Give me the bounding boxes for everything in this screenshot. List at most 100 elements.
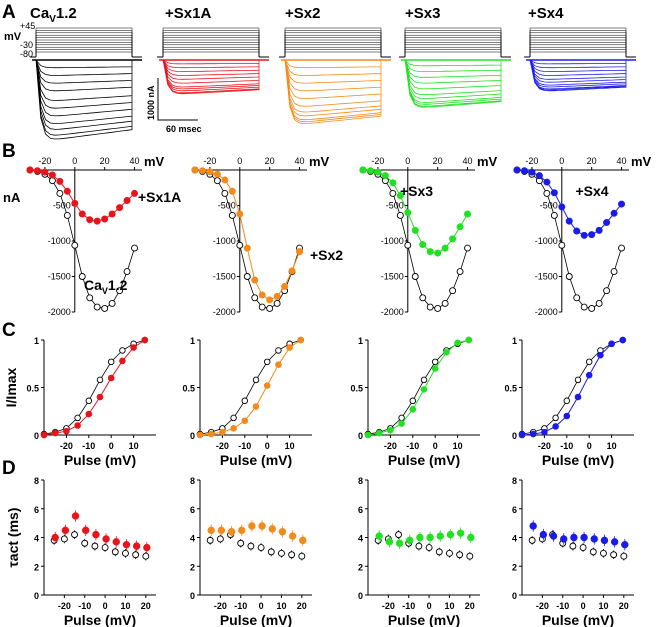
- y-tick-label: 0: [190, 431, 195, 441]
- x-tick-label: 20: [100, 156, 110, 166]
- series-point: [595, 226, 603, 234]
- control-point: [404, 241, 412, 249]
- x-tick-label: -20: [60, 441, 73, 451]
- x-tick-label: -20: [214, 601, 227, 611]
- series-point: [597, 351, 604, 359]
- control-point: [595, 300, 603, 307]
- y-tick-label: 6: [358, 505, 363, 515]
- y-tick-label: 0: [358, 591, 363, 601]
- series-point: [228, 187, 236, 195]
- series-point: [221, 176, 229, 184]
- control-point: [60, 535, 68, 543]
- series-point: [241, 417, 249, 425]
- control-point: [389, 189, 397, 197]
- x-axis-label: Pulse (mV): [220, 612, 292, 627]
- trace-title-sx4: +Sx4: [528, 5, 564, 22]
- y-tick-label: -500: [53, 201, 71, 211]
- control-point: [449, 287, 457, 295]
- y-tick-label: 2: [358, 562, 363, 572]
- series-point: [243, 244, 251, 252]
- control-point: [456, 551, 464, 559]
- series-point: [119, 357, 126, 365]
- series-point: [273, 292, 281, 300]
- series-point: [395, 539, 404, 547]
- control-point: [48, 177, 56, 185]
- control-point: [431, 358, 439, 366]
- y-tick-label: 8: [190, 476, 195, 486]
- control-point: [466, 552, 474, 560]
- series-point: [236, 210, 244, 218]
- trace-group-2: [279, 27, 391, 125]
- x-tick-label: 0: [103, 601, 108, 611]
- x-axis-label: mV: [309, 154, 330, 169]
- x-tick-label: 10: [129, 441, 139, 451]
- control-point: [588, 305, 596, 312]
- control-point: [585, 358, 593, 366]
- x-tick-label: 0: [581, 601, 586, 611]
- y-tick-label: 2: [512, 562, 517, 572]
- x-tick-label: 0: [405, 156, 410, 166]
- y-tick-label: -1000: [213, 236, 236, 246]
- control-point: [552, 414, 559, 422]
- y-tick-label: 0: [512, 591, 517, 601]
- series-point: [102, 535, 110, 543]
- y-tick-label: 8: [358, 476, 363, 486]
- control-point: [243, 273, 251, 280]
- series-point: [409, 406, 417, 413]
- x-tick-label: 20: [619, 601, 629, 611]
- series-point: [93, 217, 101, 225]
- control-point: [123, 268, 131, 275]
- control-point: [420, 376, 428, 384]
- series-point: [513, 166, 521, 174]
- series-point: [570, 533, 578, 542]
- series-point: [286, 344, 293, 351]
- iv-plot-sx4: -20 0 20 40 mV -500 -1000 -1500 -2000 +Sx4: [513, 154, 652, 317]
- series-point: [364, 431, 372, 439]
- control-point: [93, 303, 101, 311]
- control-point: [247, 542, 255, 550]
- series-point: [375, 429, 383, 437]
- x-tick-label: 20: [297, 601, 307, 611]
- series-point: [465, 336, 473, 344]
- series-point: [96, 393, 104, 401]
- series-point: [404, 209, 412, 217]
- act-plot-sx3: -20 -10 0 10 0 0.5 1 Pulse (mV): [350, 336, 480, 468]
- control-label-sub: V: [102, 286, 108, 296]
- y-tick-label: -2000: [381, 307, 404, 317]
- control-point: [96, 376, 104, 384]
- series-point: [467, 533, 475, 542]
- series-point: [206, 168, 214, 176]
- y-tick-label: -500: [540, 201, 558, 211]
- x-tick-label: -20: [58, 601, 71, 611]
- control-line: [43, 339, 145, 435]
- control-point: [267, 548, 275, 556]
- series-point: [296, 248, 304, 256]
- control-point: [563, 397, 571, 405]
- panel-letter-a: A: [2, 2, 16, 23]
- series-point: [92, 530, 100, 539]
- series-point: [381, 172, 389, 180]
- series-point: [464, 210, 472, 218]
- y-tick-label: 1: [358, 336, 363, 346]
- control-point: [456, 268, 464, 275]
- control-point: [132, 551, 140, 559]
- series-point: [619, 336, 627, 344]
- x-tick-label: 20: [587, 156, 597, 166]
- trace-group-4: [524, 27, 636, 92]
- control-point: [213, 177, 221, 185]
- y-tick-label: 8: [34, 476, 39, 486]
- series-point: [191, 166, 199, 174]
- series-label: +Sx4: [575, 183, 608, 199]
- control-point: [131, 244, 138, 252]
- series-point: [40, 431, 48, 439]
- y-tick-label: -2000: [535, 307, 558, 317]
- series-point: [398, 420, 405, 427]
- trace-group-0: [30, 27, 142, 140]
- control-point: [288, 551, 296, 559]
- x-axis-label: Pulse (mV): [542, 452, 614, 468]
- series-point: [560, 535, 568, 543]
- x-tick-label: 40: [463, 156, 473, 166]
- title-sub: V: [49, 14, 56, 25]
- series-point: [456, 223, 464, 231]
- series-point: [552, 423, 559, 430]
